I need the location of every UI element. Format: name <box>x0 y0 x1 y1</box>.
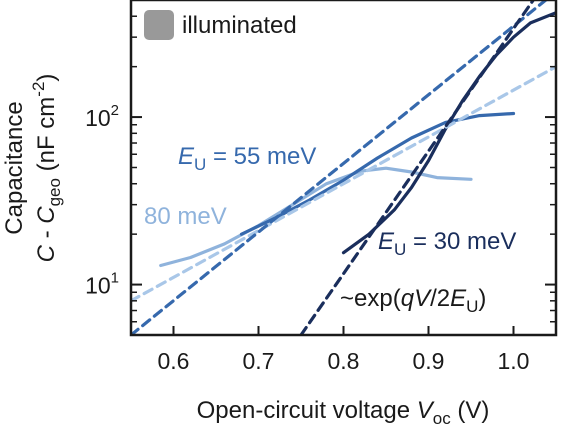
series-line-2 <box>341 11 556 255</box>
y-axis-title: Capacitance C - Cgeo (nF cm-2) <box>1 74 64 263</box>
y-tick-label-1: 102 <box>85 102 119 131</box>
x-tick-label-0: 0.6 <box>158 348 190 374</box>
x-tick-label-1: 0.7 <box>243 348 275 374</box>
legend-label: illuminated <box>182 12 297 39</box>
fit-line-3 <box>131 65 556 303</box>
fit-line-4 <box>131 0 549 335</box>
x-tick-label-3: 0.9 <box>413 348 445 374</box>
legend: illuminated <box>144 10 297 40</box>
fit-line-5 <box>299 0 536 335</box>
annotation-eu-30: EU = 30 meV <box>378 228 516 259</box>
annotation-layer: EU = 55 meV 80 meV EU = 30 meV ~exp(qV/2… <box>144 143 516 316</box>
x-tick-label-4: 1.0 <box>498 348 530 374</box>
series-layer <box>131 0 556 335</box>
y-axis-title-line1: Capacitance <box>1 101 28 234</box>
x-tick-label-2: 0.8 <box>328 348 360 374</box>
y-axis-title-line2: C - Cgeo (nF cm-2) <box>29 74 64 263</box>
y-tick-label-0: 101 <box>85 270 119 299</box>
x-axis-title: Open-circuit voltage Voc (V) <box>197 397 490 427</box>
legend-swatch <box>144 10 174 40</box>
annotation-exp-fit: ~exp(qV/2EU) <box>340 285 486 316</box>
ticks-layer: 0.6 0.7 0.8 0.9 1.0 101 102 <box>85 0 556 374</box>
series-line-1 <box>239 111 516 236</box>
annotation-80mev: 80 meV <box>144 203 227 230</box>
annotation-eu-55: EU = 55 meV <box>178 143 316 174</box>
